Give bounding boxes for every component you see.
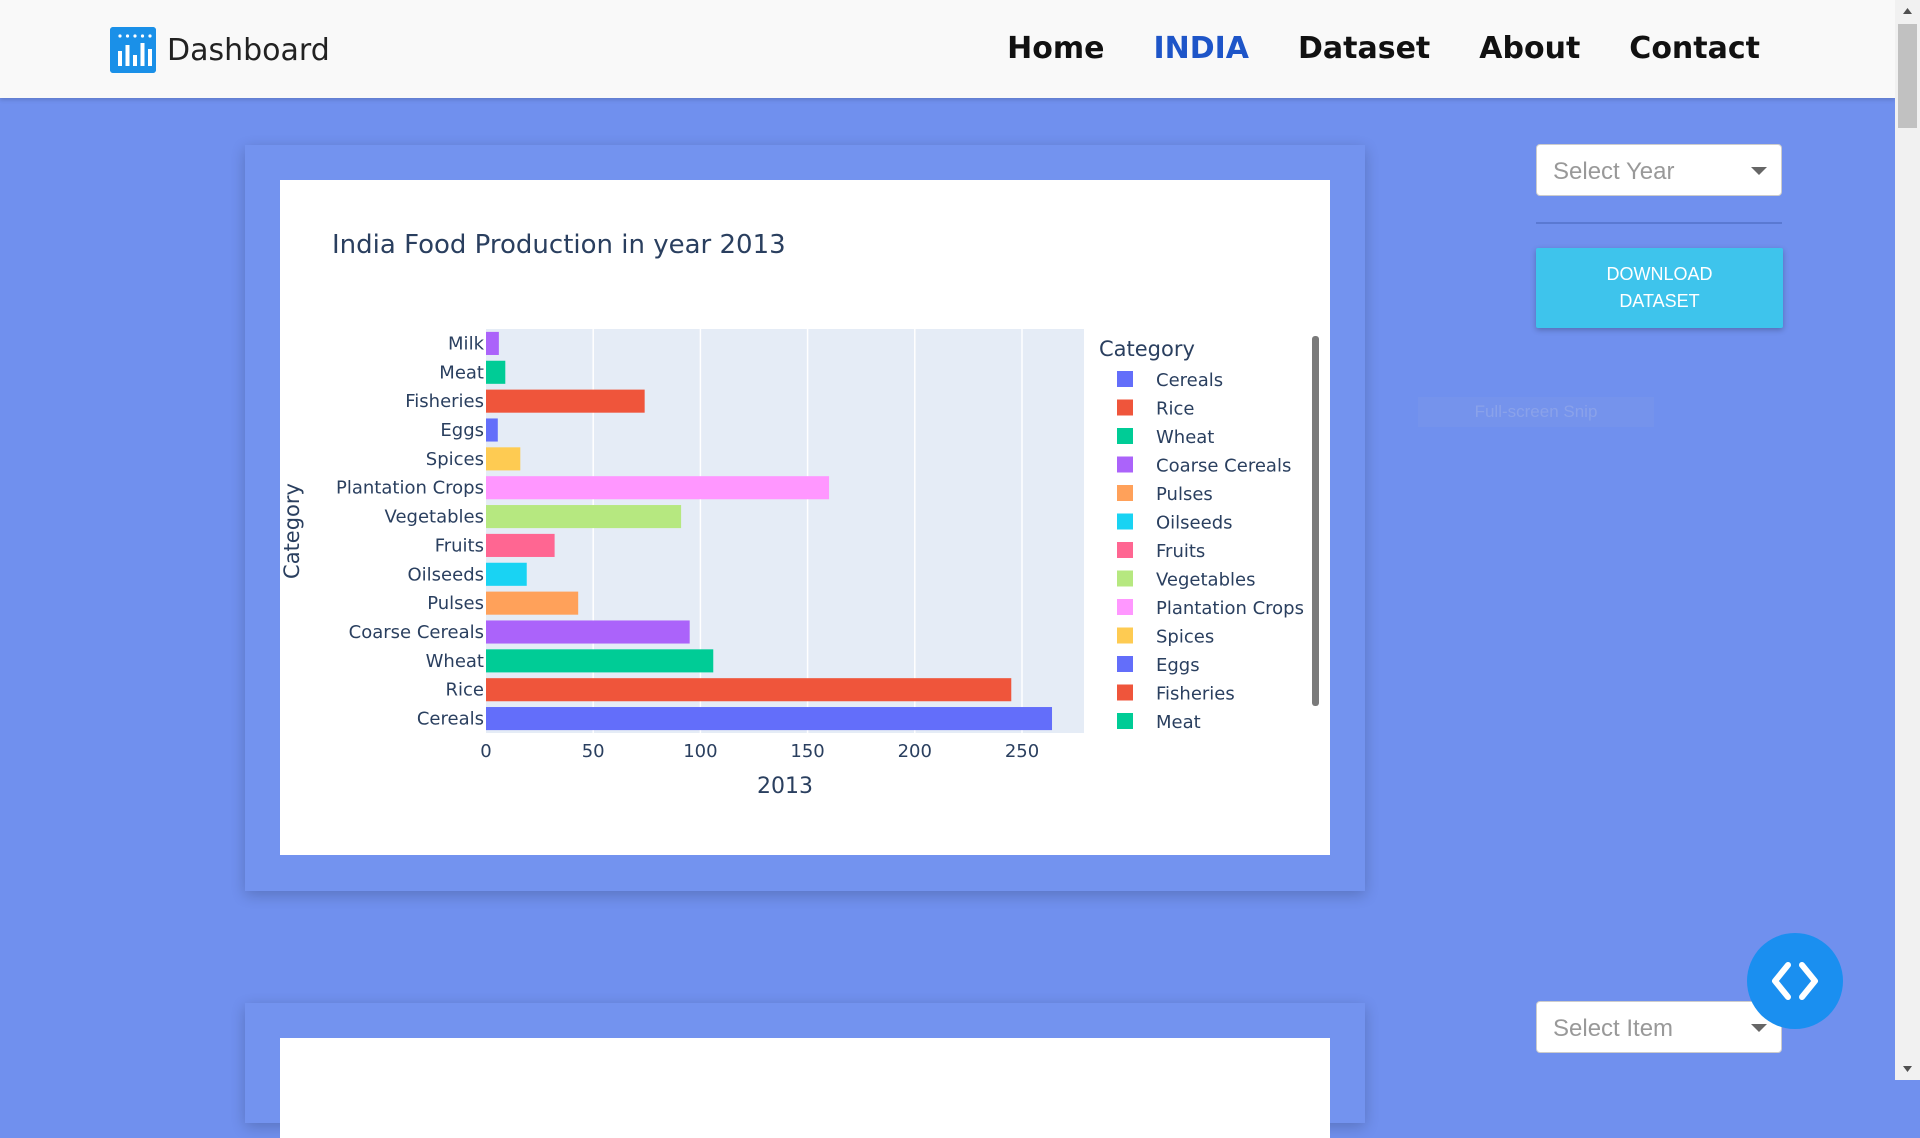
y-tick-label: Wheat [426, 651, 484, 672]
y-axis-title: Category [280, 483, 304, 579]
y-tick-label: Cereals [417, 709, 484, 730]
bar[interactable] [486, 707, 1053, 731]
legend-entry[interactable]: Cereals [1156, 370, 1223, 391]
legend-title: Category [1099, 337, 1195, 361]
legend-swatch[interactable] [1117, 513, 1133, 530]
legend-swatch[interactable] [1117, 627, 1133, 644]
legend-entry[interactable]: Spices [1156, 627, 1214, 648]
chart-card: Cereals Rice Wheat Coarse Cereals Pulses Oils… [245, 145, 1365, 891]
second-chart-panel [280, 1038, 1330, 1138]
x-tick-label: 200 [898, 741, 932, 762]
y-tick-label: Fruits [435, 535, 484, 556]
legend-swatch[interactable] [1117, 485, 1133, 501]
bar[interactable] [486, 649, 714, 673]
x-tick-label: 0 [480, 741, 491, 762]
legend-swatch[interactable] [1117, 371, 1133, 387]
code-toggle-button[interactable] [1747, 933, 1843, 1029]
y-tick-label: Meat [439, 362, 484, 383]
bar[interactable] [486, 331, 499, 355]
nav-link-dataset[interactable]: Dataset [1298, 31, 1431, 66]
nav-link-india[interactable]: INDIA [1153, 31, 1249, 66]
y-tick-label: Milk [448, 333, 485, 354]
y-tick-label: Spices [426, 449, 484, 470]
bar[interactable] [486, 620, 690, 644]
bar[interactable] [486, 562, 527, 586]
x-tick-label: 250 [1005, 741, 1039, 762]
x-tick-label: 100 [683, 741, 717, 762]
legend-swatch[interactable] [1117, 656, 1133, 672]
snip-hint: Full-screen Snip [1418, 397, 1654, 427]
legend-swatch[interactable] [1117, 399, 1133, 416]
page-scrollbar[interactable] [1895, 0, 1920, 1080]
navbar: Dashboard Home INDIA Dataset About Conta… [0, 0, 1895, 98]
legend-entry[interactable]: Oilseeds [1156, 513, 1233, 534]
bar-chart-logo-icon [110, 27, 156, 73]
legend-entry[interactable]: Meat [1156, 712, 1201, 733]
food-production-chart: Cereals Rice Wheat Coarse Cereals Pulses Oils… [280, 230, 1319, 799]
scroll-up-arrow-icon[interactable] [1895, 0, 1920, 22]
nav-link-home[interactable]: Home [1007, 31, 1105, 66]
legend-swatch[interactable] [1117, 456, 1133, 473]
y-tick-label: Coarse Cereals [349, 622, 484, 643]
legend-swatch[interactable] [1117, 542, 1133, 558]
chevron-down-icon [1751, 1024, 1767, 1032]
legend-swatch[interactable] [1117, 684, 1133, 701]
brand[interactable]: Dashboard [110, 27, 330, 73]
legend-entry[interactable]: Vegetables [1156, 570, 1255, 591]
legend-entry[interactable]: Plantation Crops [1156, 598, 1304, 619]
nav-links: Home INDIA Dataset About Contact [958, 28, 1760, 70]
legend-swatch[interactable] [1117, 570, 1133, 587]
download-label-line1: DOWNLOAD [1606, 264, 1713, 284]
scrollbar-thumb[interactable] [1898, 24, 1917, 128]
scroll-down-arrow-icon[interactable] [1895, 1058, 1920, 1080]
nav-link-about[interactable]: About [1479, 31, 1581, 66]
y-tick-label: Fisheries [405, 391, 484, 412]
chart-title: India Food Production in year 2013 [332, 230, 786, 260]
select-year-dropdown[interactable]: Select Year [1536, 144, 1782, 196]
y-tick-label: Vegetables [385, 507, 484, 528]
legend-entry[interactable]: Eggs [1156, 655, 1200, 676]
download-label-line2: DATASET [1619, 291, 1700, 311]
bar[interactable] [486, 678, 1012, 702]
y-tick-label: Oilseeds [408, 564, 485, 585]
x-tick-label: 150 [790, 741, 824, 762]
select-year-placeholder: Select Year [1553, 158, 1675, 185]
bar[interactable] [486, 505, 682, 529]
x-axis-title: 2013 [757, 774, 813, 799]
nav-link-contact[interactable]: Contact [1629, 31, 1760, 66]
legend-entry[interactable]: Fisheries [1156, 684, 1235, 705]
legend-entry[interactable]: Wheat [1156, 427, 1214, 448]
x-tick-label: 50 [582, 741, 605, 762]
y-tick-label: Eggs [440, 420, 484, 441]
brand-text: Dashboard [167, 32, 330, 68]
code-brackets-icon [1772, 962, 1818, 1000]
legend-swatch[interactable] [1117, 599, 1133, 615]
chevron-down-icon [1751, 167, 1767, 175]
legend-swatch[interactable] [1117, 428, 1133, 444]
bar[interactable] [486, 418, 498, 442]
y-tick-label: Plantation Crops [336, 478, 484, 499]
bar[interactable] [486, 476, 830, 500]
bar[interactable] [486, 447, 521, 471]
legend-entry[interactable]: Rice [1156, 399, 1194, 420]
select-item-dropdown[interactable]: Select Item [1536, 1001, 1782, 1053]
y-tick-label: Pulses [427, 593, 484, 614]
chart-panel: Cereals Rice Wheat Coarse Cereals Pulses Oils… [280, 180, 1330, 855]
controls-divider [1536, 222, 1782, 224]
legend-swatch[interactable] [1117, 713, 1133, 729]
select-item-placeholder: Select Item [1553, 1015, 1674, 1042]
legend-entry[interactable]: Fruits [1156, 541, 1205, 562]
legend-entry[interactable]: Pulses [1156, 484, 1213, 505]
y-tick-label: Rice [446, 680, 484, 701]
legend-entry[interactable]: Coarse Cereals [1156, 456, 1291, 477]
bar[interactable] [486, 533, 555, 557]
bar[interactable] [486, 360, 506, 384]
bar[interactable] [486, 591, 579, 615]
bar[interactable] [486, 389, 645, 413]
legend-scrollbar[interactable] [1312, 336, 1319, 706]
download-dataset-button[interactable]: DOWNLOAD DATASET [1536, 248, 1783, 328]
second-chart-card [245, 1003, 1365, 1138]
